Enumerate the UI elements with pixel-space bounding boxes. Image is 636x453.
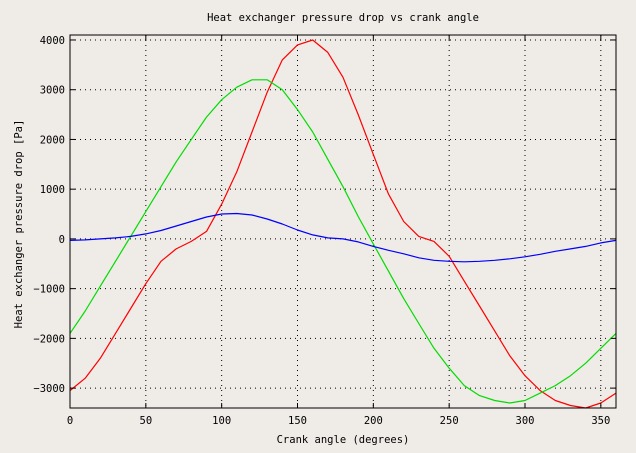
y-axis-label: Heat exchanger pressure drop [Pa] (13, 120, 25, 329)
series-line-1 (69, 39, 617, 409)
chart-title: Heat exchanger pressure drop vs crank an… (207, 12, 479, 24)
x-tick-label: 300 (516, 415, 535, 427)
series-line-2 (69, 79, 617, 404)
axis-ticks: 0 50 100 150 200 250 300 350 −3000 −2000 −1000 0 100… (33, 35, 616, 427)
x-tick-label: 100 (212, 415, 231, 427)
x-tick-label: 350 (591, 415, 610, 427)
series-lines (69, 39, 617, 409)
x-tick-label: 250 (440, 415, 459, 427)
x-tick-label: 0 (67, 415, 73, 427)
y-tick-label: 2000 (40, 134, 65, 146)
series-line-3 (69, 212, 617, 263)
y-tick-label: 0 (59, 234, 65, 246)
x-tick-label: 50 (140, 415, 153, 427)
x-tick-label: 200 (364, 415, 383, 427)
y-tick-label: 1000 (40, 184, 65, 196)
y-tick-label: −3000 (33, 383, 65, 395)
y-tick-label: −1000 (33, 284, 65, 296)
grid-lines (70, 35, 616, 408)
x-axis-label: Crank angle (degrees) (277, 434, 410, 446)
y-tick-label: 3000 (40, 85, 65, 97)
plot-frame (69, 34, 617, 409)
y-tick-label: 4000 (40, 35, 65, 47)
x-tick-label: 150 (288, 415, 307, 427)
y-tick-label: −2000 (33, 333, 65, 345)
